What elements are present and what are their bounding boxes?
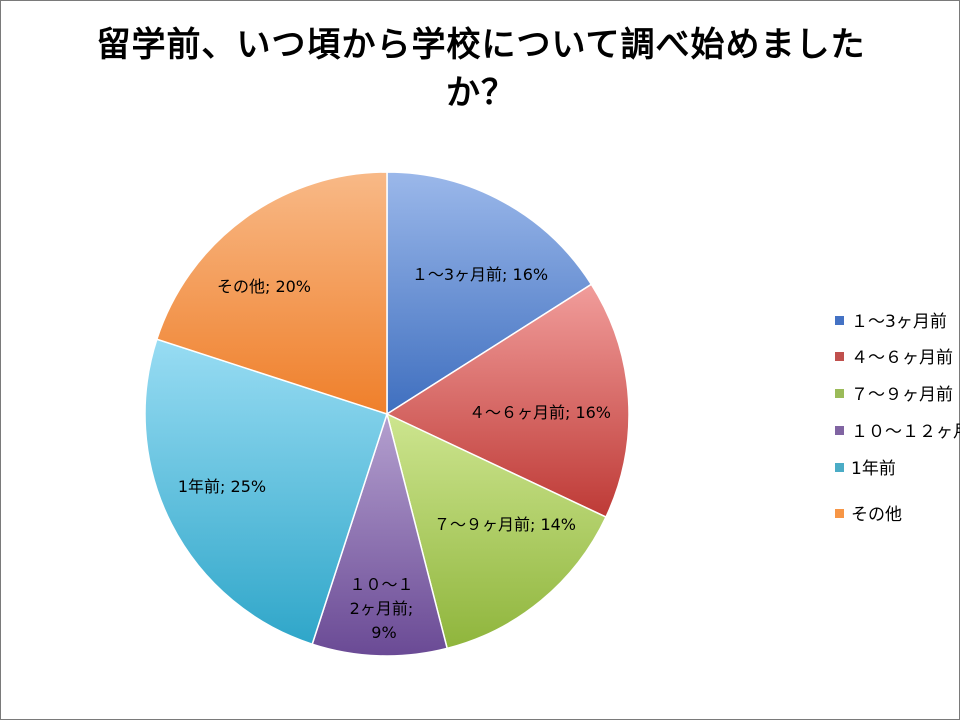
data-labels: １〜3ヶ月前; 16% ４〜６ヶ月前; 16% ７〜９ヶ月前; 14% １０〜１… <box>178 265 611 642</box>
legend-swatch-7-9-months <box>835 389 844 398</box>
chart-title: 留学前、いつ頃から学校について調べ始めました か？ <box>61 21 901 117</box>
pie-slice-4-6-months <box>385 283 630 519</box>
legend-swatch-10-12-months <box>835 426 844 435</box>
data-label-other: その他; 20% <box>217 277 311 296</box>
data-label-1-year: 1年前; 25% <box>178 477 266 496</box>
chart-title-line-2: か？ <box>446 73 516 113</box>
data-label-7-9-months: ７〜９ヶ月前; 14% <box>434 515 576 534</box>
data-label-10-12-months: １０〜１ 2ヶ月前; 9% <box>349 575 418 642</box>
pie-slice-1-year <box>144 338 388 646</box>
pie-slice-10-12-months <box>311 411 449 657</box>
legend-label-1-3-months: １〜3ヶ月前 <box>851 312 947 332</box>
data-label-4-6-months: ４〜６ヶ月前; 16% <box>469 403 611 422</box>
legend-swatch-other <box>835 509 844 518</box>
legend-swatch-1-3-months <box>835 316 844 325</box>
legend-label-other: その他 <box>851 505 902 525</box>
legend-label-7-9-months: ７〜９ヶ月前 <box>851 385 953 405</box>
legend-label-4-6-months: ４〜６ヶ月前 <box>851 348 953 368</box>
legend-label-1-year: 1年前 <box>851 459 896 479</box>
legend-swatch-1-year <box>835 463 844 472</box>
pie-slice-other <box>155 171 388 416</box>
pie-slices <box>144 171 630 657</box>
pie-slice-7-9-months <box>385 412 607 650</box>
chart-title-line-1: 留学前、いつ頃から学校について調べ始めました <box>96 25 866 65</box>
pie-slice-1-3-months <box>386 171 593 416</box>
data-label-1-3-months: １〜3ヶ月前; 16% <box>412 265 548 284</box>
legend-swatch-4-6-months <box>835 352 844 361</box>
